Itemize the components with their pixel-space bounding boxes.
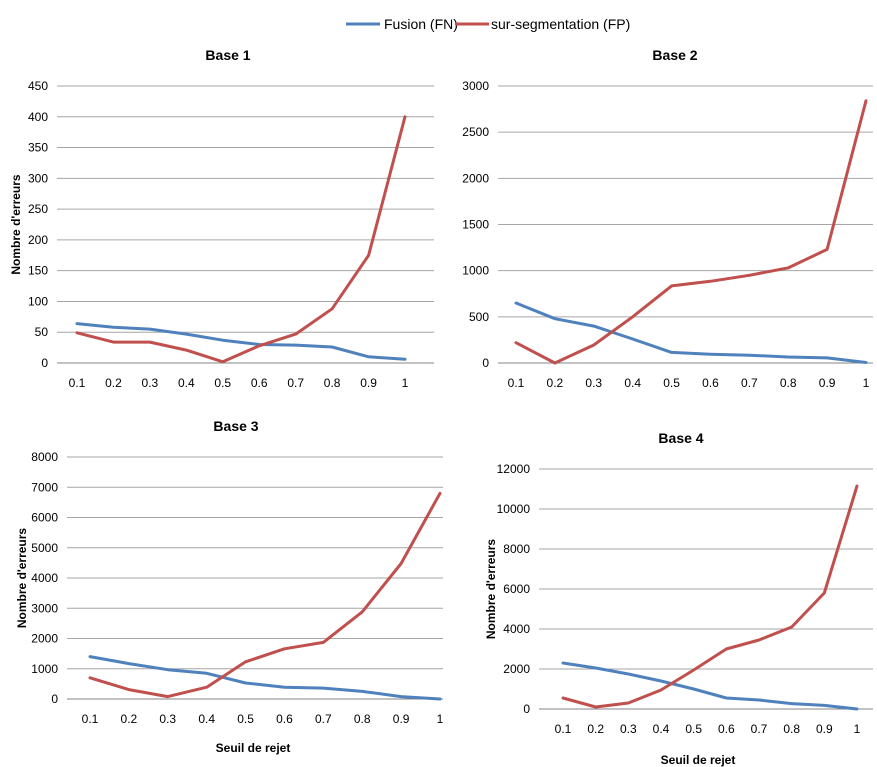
- x-axis-label: Seuil de rejet: [661, 753, 736, 767]
- y-tick-label: 6000: [31, 511, 58, 525]
- y-axis-label: Nombre d'erreurs: [484, 539, 498, 640]
- y-tick-label: 2000: [31, 632, 58, 646]
- y-tick-label: 300: [28, 171, 48, 185]
- x-tick-label: 0.9: [816, 722, 833, 736]
- x-tick-label: 1: [863, 376, 870, 390]
- series-line-sur-segmentation-fp: [88, 491, 442, 699]
- y-tick-label: 100: [28, 294, 48, 308]
- x-tick-label: 0.1: [508, 376, 525, 390]
- y-tick-label: 6000: [503, 582, 530, 596]
- y-tick-label: 350: [28, 141, 48, 155]
- x-tick-label: 0.3: [159, 712, 176, 726]
- y-tick-label: 50: [35, 325, 49, 339]
- y-tick-label: 8000: [31, 450, 58, 464]
- x-tick-label: 0.8: [780, 376, 797, 390]
- y-tick-label: 10000: [497, 502, 531, 516]
- x-tick-label: 0.8: [324, 376, 341, 390]
- y-tick-label: 250: [28, 202, 48, 216]
- y-tick-label: 7000: [31, 480, 58, 494]
- chart-panel: 0 500 1000 1500 2000 2500 3000 0.1 0.2 0.3 0.4 0.5 0…: [462, 47, 873, 390]
- chart-panel: 0 1000 2000 3000 4000 5000 6000 7000 8000 0.1 0.2 0…: [15, 418, 444, 755]
- y-tick-label: 450: [28, 79, 48, 93]
- x-tick-label: 0.4: [653, 722, 670, 736]
- x-tick-label: 0.8: [354, 712, 371, 726]
- series-line-sur-segmentation-fp: [75, 115, 407, 364]
- y-tick-label: 8000: [503, 542, 530, 556]
- y-tick-label: 4000: [503, 622, 530, 636]
- y-axis-label: Nombre d'erreurs: [15, 528, 29, 629]
- x-tick-label: 0.7: [751, 722, 768, 736]
- x-tick-label: 0.1: [555, 722, 572, 736]
- x-tick-label: 1: [437, 712, 444, 726]
- y-tick-label: 4000: [31, 571, 58, 585]
- x-tick-label: 0.6: [702, 376, 719, 390]
- chart-title: Base 3: [213, 418, 258, 434]
- y-tick-label: 1000: [31, 662, 58, 676]
- chart-title: Base 1: [205, 47, 250, 63]
- chart-panel: 0 2000 4000 6000 8000 10000 12000 0.1 0.2 0.3 0.4 0…: [484, 430, 873, 767]
- y-tick-label: 2000: [503, 662, 530, 676]
- x-tick-label: 0.5: [685, 722, 702, 736]
- y-tick-label: 3000: [31, 601, 58, 615]
- legend: Fusion (FN) sur-segmentation (FP): [346, 16, 630, 32]
- y-tick-label: 500: [469, 310, 489, 324]
- y-tick-label: 2000: [462, 171, 489, 185]
- y-tick-label: 0: [482, 356, 489, 370]
- legend-label-fp: sur-segmentation (FP): [491, 16, 630, 32]
- y-tick-label: 12000: [497, 462, 531, 476]
- y-tick-label: 2500: [462, 125, 489, 139]
- x-tick-label: 0.2: [105, 376, 122, 390]
- y-tick-label: 3000: [462, 79, 489, 93]
- x-tick-label: 0.4: [178, 376, 195, 390]
- x-tick-label: 0.4: [624, 376, 641, 390]
- x-tick-label: 0.4: [198, 712, 215, 726]
- y-tick-label: 1000: [462, 264, 489, 278]
- series-line-fusion-fn: [561, 661, 859, 711]
- chart-title: Base 2: [652, 47, 697, 63]
- x-tick-label: 0.9: [360, 376, 377, 390]
- x-tick-label: 0.5: [237, 712, 254, 726]
- x-tick-label: 1: [854, 722, 861, 736]
- series-line-sur-segmentation-fp: [561, 484, 859, 709]
- y-tick-label: 400: [28, 110, 48, 124]
- y-tick-label: 0: [523, 702, 530, 716]
- y-tick-label: 5000: [31, 541, 58, 555]
- x-tick-label: 0.9: [393, 712, 410, 726]
- x-tick-label: 0.7: [315, 712, 332, 726]
- x-tick-label: 0.2: [547, 376, 564, 390]
- x-tick-label: 0.6: [251, 376, 268, 390]
- chart-title: Base 4: [658, 430, 703, 446]
- x-tick-label: 0.7: [287, 376, 304, 390]
- x-axis-label: Seuil de rejet: [216, 741, 291, 755]
- x-tick-label: 0.8: [783, 722, 800, 736]
- y-tick-label: 0: [51, 692, 58, 706]
- x-tick-label: 0.3: [142, 376, 159, 390]
- y-tick-label: 0: [41, 356, 48, 370]
- series-line-sur-segmentation-fp: [514, 99, 868, 365]
- x-tick-label: 0.5: [214, 376, 231, 390]
- series-line-fusion-fn: [75, 322, 407, 361]
- y-tick-label: 150: [28, 264, 48, 278]
- x-tick-label: 0.3: [585, 376, 602, 390]
- x-tick-label: 0.2: [121, 712, 138, 726]
- x-tick-label: 0.7: [741, 376, 758, 390]
- x-tick-label: 0.6: [718, 722, 735, 736]
- series-line-fusion-fn: [88, 655, 442, 701]
- x-tick-label: 0.3: [620, 722, 637, 736]
- x-tick-label: 0.2: [587, 722, 604, 736]
- series-line-fusion-fn: [514, 301, 868, 364]
- y-axis-label: Nombre d'erreurs: [9, 174, 23, 275]
- x-tick-label: 0.6: [276, 712, 293, 726]
- y-tick-label: 200: [28, 233, 48, 247]
- x-tick-label: 0.5: [663, 376, 680, 390]
- chart-panel: 0 50 100 150 200 250 300 350 400 450 0.1 0.2 0.3 0.4 0…: [9, 47, 434, 390]
- y-tick-label: 1500: [462, 218, 489, 232]
- x-tick-label: 1: [402, 376, 409, 390]
- x-tick-label: 0.9: [819, 376, 836, 390]
- legend-label-fn: Fusion (FN): [384, 16, 458, 32]
- x-tick-label: 0.1: [82, 712, 99, 726]
- x-tick-label: 0.1: [69, 376, 86, 390]
